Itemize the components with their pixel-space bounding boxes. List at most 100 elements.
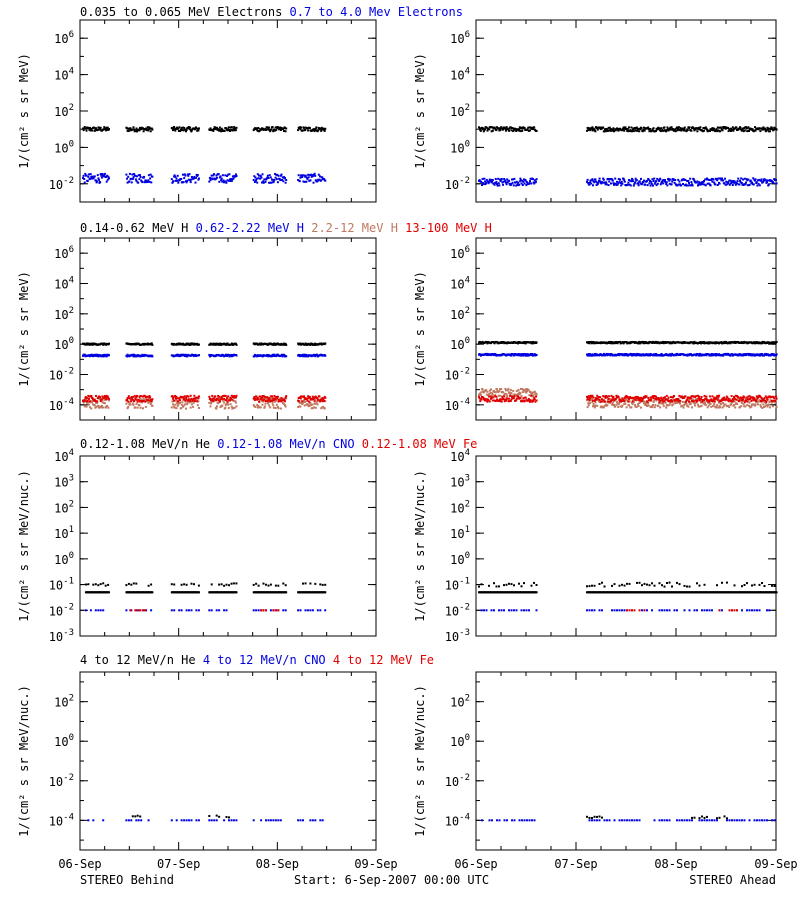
data-point: [311, 398, 314, 401]
data-point: [763, 406, 765, 409]
data-point: [308, 404, 311, 407]
data-point: [590, 182, 593, 185]
data-point: [324, 400, 327, 403]
data-point: [281, 176, 284, 179]
data-point: [767, 128, 770, 131]
data-point: [235, 354, 238, 357]
data-point: [713, 400, 716, 403]
data-point: [593, 354, 596, 357]
data-point: [749, 398, 752, 400]
data-point: [234, 129, 237, 132]
data-point: [659, 177, 662, 180]
data-point: [235, 126, 238, 129]
data-point: [676, 399, 679, 402]
data-point: [213, 397, 215, 400]
data-point: [285, 179, 288, 181]
data-point: [709, 184, 712, 187]
data-point: [105, 175, 108, 178]
data-point: [130, 583, 133, 586]
data-point: [304, 609, 307, 612]
y-tick-label: 100: [450, 551, 470, 567]
data-point: [196, 400, 199, 403]
data-point: [625, 395, 628, 397]
data-point: [211, 400, 214, 403]
data-point: [127, 406, 130, 408]
data-point: [674, 402, 677, 405]
data-point: [695, 395, 698, 398]
data-point: [526, 353, 529, 356]
data-point: [608, 126, 611, 129]
data-point: [266, 354, 269, 357]
data-point: [297, 174, 300, 177]
data-point: [682, 406, 685, 409]
data-point: [507, 400, 510, 403]
data-point: [751, 181, 753, 184]
data-point: [321, 583, 324, 586]
data-point: [687, 396, 690, 399]
data-point: [198, 591, 200, 594]
data-point: [646, 400, 649, 403]
data-point: [685, 399, 688, 402]
data-point: [171, 400, 174, 403]
data-point: [652, 180, 655, 182]
data-point: [701, 400, 704, 403]
data-point: [727, 404, 729, 407]
data-point: [505, 126, 508, 129]
data-point: [718, 394, 720, 397]
data-point: [272, 130, 275, 133]
data-point: [129, 397, 132, 400]
data-point: [633, 182, 636, 185]
data-point: [728, 406, 731, 408]
data-point: [594, 401, 597, 404]
y-tick-label: 102: [54, 499, 74, 515]
data-point: [479, 392, 482, 395]
data-point: [230, 178, 233, 180]
data-point: [669, 399, 672, 402]
data-point: [264, 402, 267, 405]
data-point: [263, 398, 266, 401]
data-point: [738, 400, 741, 403]
data-point: [190, 400, 193, 403]
data-point: [595, 126, 597, 129]
data-point: [591, 394, 594, 397]
data-point: [147, 397, 150, 400]
data-point: [256, 181, 259, 184]
data-point: [173, 399, 176, 402]
data-point: [611, 179, 614, 182]
data-point: [309, 609, 312, 612]
data-point: [104, 127, 107, 130]
data-point: [495, 180, 498, 183]
data-point: [614, 397, 617, 400]
data-point: [176, 397, 179, 400]
data-point: [100, 406, 103, 409]
data-point: [217, 173, 220, 176]
data-point: [184, 399, 187, 402]
data-point: [276, 406, 279, 408]
data-point: [131, 177, 134, 180]
data-point: [592, 129, 594, 132]
data-point: [668, 179, 671, 182]
data-point: [596, 404, 599, 407]
data-point: [136, 406, 139, 409]
y-tick-label: 103: [54, 474, 74, 490]
data-point: [714, 183, 717, 186]
data-point: [693, 179, 696, 182]
data-point: [316, 397, 319, 400]
data-point: [737, 354, 740, 357]
data-point: [746, 130, 749, 133]
data-point: [208, 180, 211, 183]
data-point: [218, 400, 221, 403]
data-point: [606, 404, 609, 407]
data-point: [524, 390, 527, 393]
data-point: [742, 354, 744, 357]
data-point: [699, 126, 702, 129]
data-point: [683, 178, 686, 181]
data-point: [652, 395, 654, 398]
data-point: [612, 400, 615, 403]
data-point: [501, 396, 504, 399]
data-point: [172, 129, 174, 132]
data-point: [764, 179, 767, 182]
data-point: [616, 342, 619, 345]
data-point: [662, 179, 665, 181]
data-point: [138, 178, 141, 181]
